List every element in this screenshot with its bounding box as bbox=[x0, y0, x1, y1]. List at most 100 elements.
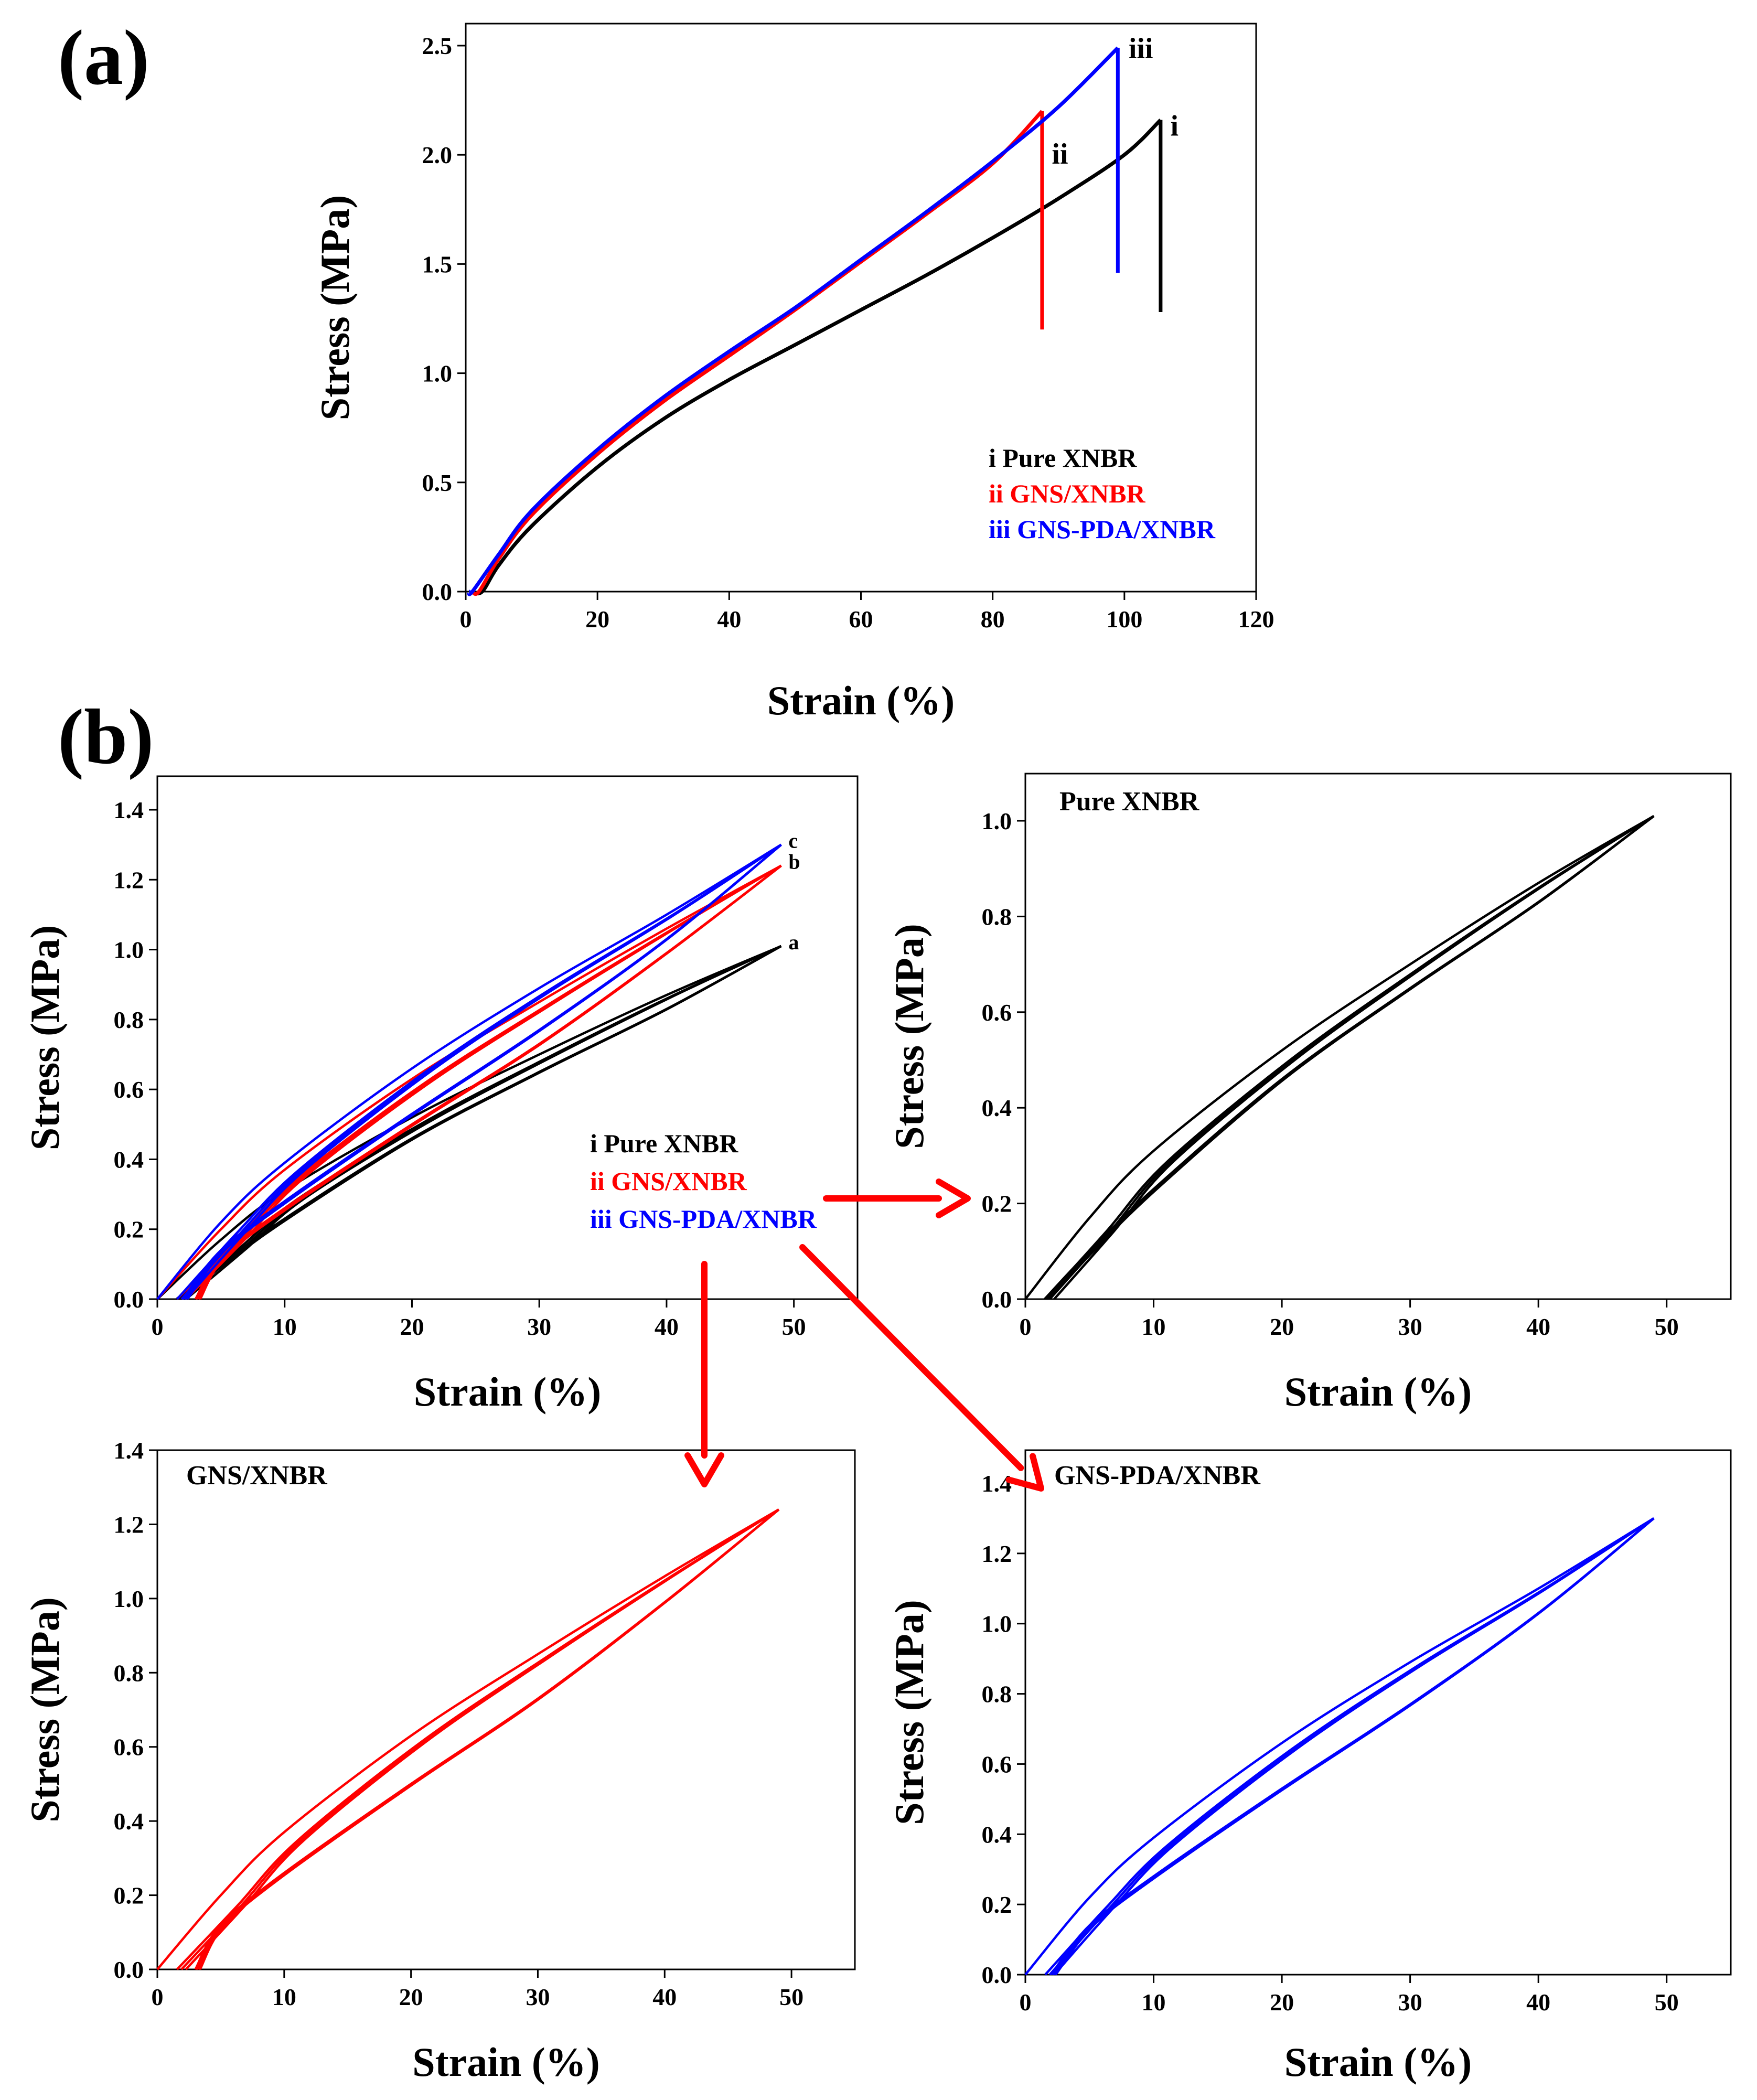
x-tick-label: 20 bbox=[399, 1984, 423, 2010]
tensile-curve-line bbox=[472, 119, 1162, 596]
unloading-curve-line bbox=[199, 864, 782, 1300]
x-tick-label: 30 bbox=[526, 1984, 550, 2010]
unloading-curve-line bbox=[1054, 1517, 1655, 1976]
loading-curve-line bbox=[156, 843, 782, 1300]
loading-curve-line bbox=[156, 1508, 780, 1970]
curve-end-label: b bbox=[788, 850, 800, 874]
y-tick-label: 1.0 bbox=[114, 937, 144, 963]
x-tick-label: 40 bbox=[655, 1313, 679, 1340]
y-tick-label: 0.6 bbox=[982, 1751, 1012, 1777]
x-tick-label: 30 bbox=[1398, 1313, 1422, 1340]
y-tick-label: 0.0 bbox=[422, 578, 453, 605]
unloading-curve-line bbox=[1045, 815, 1655, 1300]
loading-curve-line bbox=[1053, 1517, 1655, 1976]
loading-curve-line bbox=[1024, 1517, 1655, 1976]
y-tick-label: 1.2 bbox=[982, 1540, 1012, 1567]
panel-label-a: (a) bbox=[58, 14, 149, 101]
x-tick-label: 50 bbox=[1655, 1313, 1679, 1340]
curve-end-label: a bbox=[788, 930, 799, 954]
y-tick-label: 1.4 bbox=[114, 797, 144, 823]
unloading-curve-line bbox=[199, 1508, 780, 1970]
y-tick-label: 2.5 bbox=[422, 33, 453, 59]
loading-curve-line bbox=[1053, 815, 1655, 1300]
unloading-curve-line bbox=[186, 843, 782, 1300]
x-tick-label: 30 bbox=[1398, 1989, 1422, 2016]
y-tick-label: 2.0 bbox=[422, 142, 453, 168]
x-tick-label: 0 bbox=[152, 1313, 164, 1340]
x-tick-label: 0 bbox=[1020, 1313, 1032, 1340]
y-axis-title: Stress (MPa) bbox=[886, 924, 932, 1149]
y-tick-label: 0.8 bbox=[982, 903, 1012, 930]
x-tick-label: 20 bbox=[1270, 1313, 1294, 1340]
y-tick-label: 1.0 bbox=[982, 808, 1012, 834]
y-tick-label: 1.4 bbox=[114, 1437, 144, 1464]
series-pure-xnbr bbox=[1024, 815, 1655, 1300]
unloading-curve-line bbox=[194, 1508, 780, 1970]
y-axis-title: Stress (MPa) bbox=[312, 195, 358, 421]
x-tick-label: 30 bbox=[527, 1313, 551, 1340]
curve-end-label: c bbox=[788, 829, 798, 853]
y-tick-label: 1.0 bbox=[982, 1611, 1012, 1637]
x-tick-label: 50 bbox=[782, 1313, 806, 1340]
y-tick-label: 0.5 bbox=[422, 469, 453, 496]
series-iii-gns-pda-xnbr: c bbox=[156, 829, 798, 1300]
plot-frame bbox=[1024, 773, 1732, 1300]
x-tick-label: 0 bbox=[1020, 1989, 1032, 2016]
x-tick-label: 10 bbox=[1142, 1313, 1166, 1340]
y-tick-label: 0.6 bbox=[114, 1734, 144, 1761]
loading-curve-line bbox=[180, 945, 782, 1300]
x-tick-label: 80 bbox=[981, 606, 1005, 633]
y-tick-label: 0.6 bbox=[114, 1076, 144, 1103]
legend-entry: iii GNS-PDA/XNBR bbox=[590, 1204, 817, 1234]
legend-entry: i Pure XNBR bbox=[989, 443, 1137, 473]
y-tick-label: 1.4 bbox=[982, 1470, 1012, 1497]
panel-label-b: (b) bbox=[58, 693, 154, 780]
x-tick-label: 40 bbox=[652, 1984, 677, 2010]
arrow-to-gns-pda-xnbr bbox=[799, 1244, 1044, 1492]
unloading-curve-line bbox=[176, 945, 782, 1300]
curve-end-label: ii bbox=[1052, 138, 1068, 170]
x-tick-label: 10 bbox=[273, 1313, 297, 1340]
x-tick-label: 40 bbox=[1526, 1989, 1550, 2016]
y-tick-label: 1.0 bbox=[422, 360, 453, 387]
x-tick-label: 20 bbox=[1270, 1989, 1294, 2016]
y-axis-title: Stress (MPa) bbox=[886, 1600, 932, 1825]
y-tick-label: 0.4 bbox=[114, 1146, 144, 1173]
y-tick-label: 0.2 bbox=[982, 1891, 1012, 1918]
loading-curve-line bbox=[156, 945, 782, 1300]
connector-arrows bbox=[684, 1178, 1044, 1492]
y-tick-label: 0.8 bbox=[114, 1659, 144, 1686]
loading-curve-line bbox=[185, 864, 782, 1300]
y-tick-label: 0.8 bbox=[982, 1681, 1012, 1708]
unloading-curve-line bbox=[178, 945, 782, 1300]
y-tick-label: 0.2 bbox=[114, 1882, 144, 1909]
unloading-curve-line bbox=[177, 945, 782, 1300]
x-tick-label: 0 bbox=[460, 606, 472, 633]
legend-entry: i Pure XNBR bbox=[590, 1129, 738, 1158]
plot-frame bbox=[156, 775, 859, 1300]
x-tick-label: 40 bbox=[1526, 1313, 1550, 1340]
inset-title: Pure XNBR bbox=[1059, 787, 1200, 817]
inset-title: GNS/XNBR bbox=[186, 1461, 328, 1491]
series-ii-gns-xnbr: ii bbox=[471, 110, 1068, 596]
loading-curve-line bbox=[1024, 815, 1655, 1300]
chart-a-tensile: 0 20 40 60 80 100 120 0.0 0.5 1.0 1.5 2.0 2.5 Strain … bbox=[312, 23, 1274, 723]
series-ii-gns-xnbr: b bbox=[156, 850, 800, 1300]
loading-curve-line bbox=[156, 864, 782, 1300]
x-tick-label: 40 bbox=[717, 606, 741, 633]
unloading-curve-line bbox=[1052, 1517, 1655, 1976]
series-i-pure-xnbr: i bbox=[472, 110, 1179, 596]
series-iii-gns-pda-xnbr: iii bbox=[467, 33, 1153, 596]
inset-title: GNS-PDA/XNBR bbox=[1054, 1461, 1261, 1491]
curve-end-label: iii bbox=[1129, 33, 1153, 65]
arrow-to-pure-xnbr bbox=[823, 1178, 971, 1218]
unloading-curve-line bbox=[196, 1508, 780, 1970]
chart-b-pure-xnbr: 0 10 20 30 40 50 0.0 0.2 0.4 0.6 0.8 1.0 Strain (%) S… bbox=[886, 773, 1732, 1415]
arrow-to-gns-xnbr bbox=[684, 1261, 724, 1487]
y-tick-label: 0.2 bbox=[982, 1191, 1012, 1217]
x-tick-label: 100 bbox=[1106, 606, 1142, 633]
chart-b-cyclic-overlay: 0 10 20 30 40 50 0.0 0.2 0.4 0.6 0.8 1.0 1.2 1.4 Strai… bbox=[22, 775, 859, 1415]
unloading-curve-line bbox=[1048, 815, 1655, 1300]
loading-curve-line bbox=[1044, 815, 1655, 1300]
